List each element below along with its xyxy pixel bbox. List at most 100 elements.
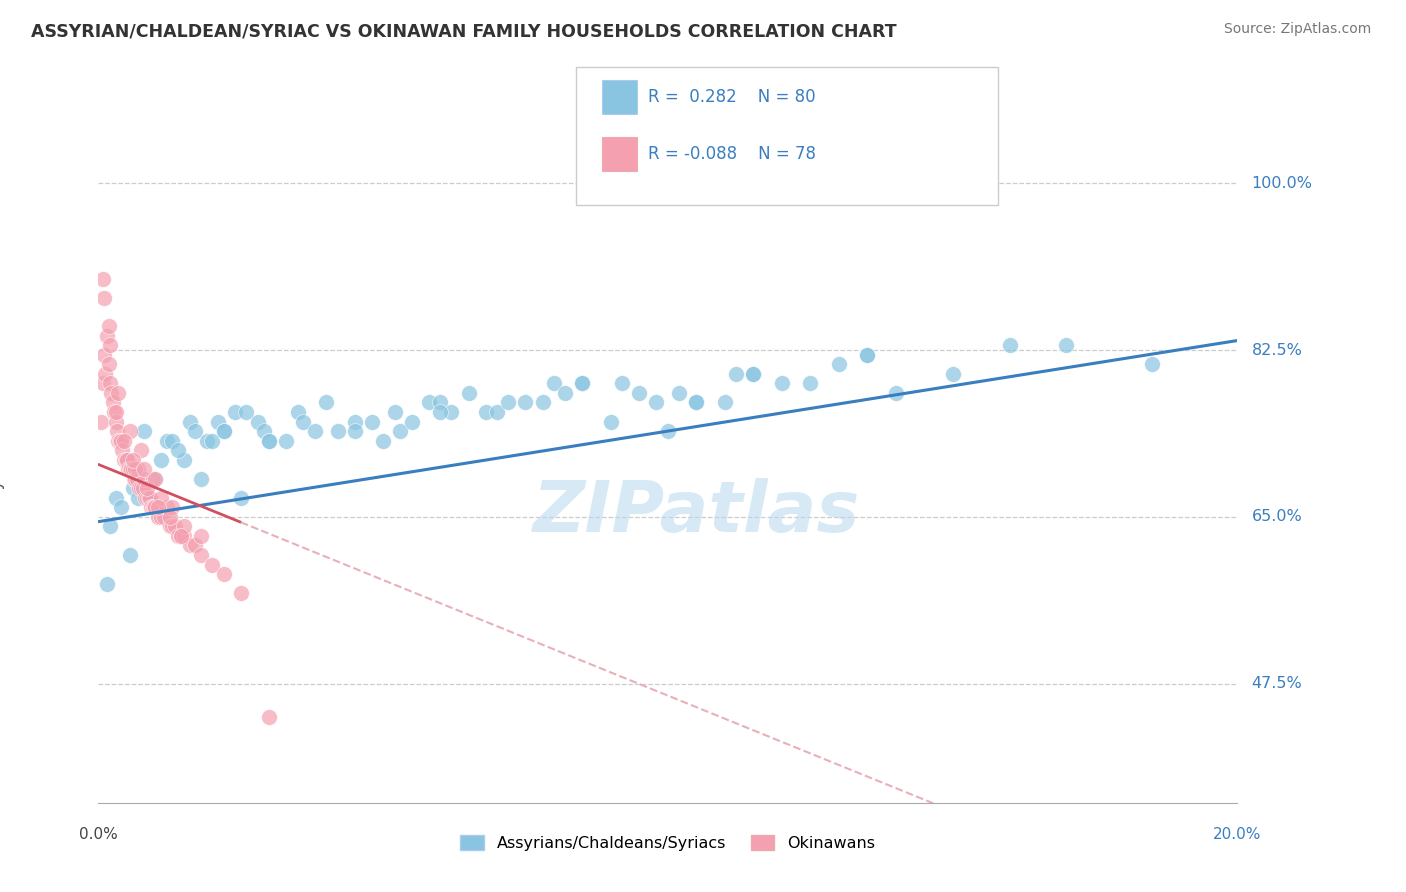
Point: [148, 500, 170, 515]
Point: [138, 491, 160, 505]
Point: [138, 491, 160, 505]
Point: [170, 529, 193, 543]
Point: [799, 376, 821, 391]
Point: [132, 481, 155, 495]
Point: [856, 348, 879, 362]
Point: [457, 386, 479, 401]
Point: [515, 395, 537, 409]
Legend: Assyrians/Chaldeans/Syriacs, Okinawans: Assyrians/Chaldeans/Syriacs, Okinawans: [454, 829, 882, 857]
Point: [600, 415, 623, 429]
Point: [121, 481, 143, 495]
Point: [429, 395, 451, 409]
Point: [184, 539, 207, 553]
Point: [159, 509, 181, 524]
Point: [105, 424, 128, 438]
Point: [531, 395, 554, 409]
Point: [93, 348, 115, 362]
Point: [114, 452, 136, 467]
Text: ZIPatlas: ZIPatlas: [533, 477, 860, 547]
Point: [129, 443, 152, 458]
Point: [287, 405, 309, 419]
Point: [98, 338, 121, 352]
Point: [714, 395, 737, 409]
Point: [141, 472, 163, 486]
Point: [112, 434, 135, 448]
Point: [124, 462, 146, 476]
Point: [856, 348, 879, 362]
Point: [170, 529, 193, 543]
Point: [97, 319, 120, 334]
Point: [190, 472, 212, 486]
Point: [121, 452, 143, 467]
Point: [120, 462, 142, 476]
Text: 47.5%: 47.5%: [1251, 676, 1302, 691]
Point: [184, 424, 207, 438]
Point: [571, 376, 593, 391]
Text: 20.0%: 20.0%: [1213, 827, 1261, 842]
Point: [212, 424, 235, 438]
Point: [101, 395, 124, 409]
Point: [179, 415, 201, 429]
Point: [100, 386, 122, 401]
Point: [246, 415, 269, 429]
Point: [121, 462, 143, 476]
Point: [138, 491, 160, 505]
Point: [115, 452, 138, 467]
Point: [292, 415, 315, 429]
Point: [668, 386, 690, 401]
Point: [135, 481, 157, 495]
Point: [207, 415, 229, 429]
Point: [150, 491, 173, 505]
Point: [132, 472, 155, 486]
Text: 100.0%: 100.0%: [1251, 176, 1313, 191]
Point: [91, 376, 114, 391]
Point: [98, 376, 121, 391]
Point: [107, 434, 129, 448]
Point: [657, 424, 679, 438]
Point: [108, 434, 131, 448]
Point: [259, 434, 281, 448]
Point: [201, 558, 224, 572]
Text: 0.0%: 0.0%: [79, 827, 118, 842]
Point: [828, 357, 851, 371]
Point: [153, 509, 176, 524]
Point: [725, 367, 748, 381]
Point: [276, 434, 298, 448]
Point: [118, 462, 141, 476]
Point: [148, 509, 170, 524]
Text: R = -0.088    N = 78: R = -0.088 N = 78: [648, 145, 815, 163]
Point: [440, 405, 463, 419]
Point: [162, 500, 184, 515]
Point: [224, 405, 246, 419]
Point: [139, 500, 162, 515]
Point: [742, 367, 765, 381]
Point: [97, 357, 120, 371]
Point: [554, 386, 576, 401]
Point: [942, 367, 965, 381]
Point: [134, 491, 156, 505]
Text: Source: ZipAtlas.com: Source: ZipAtlas.com: [1223, 22, 1371, 37]
Point: [135, 491, 157, 505]
Point: [179, 539, 201, 553]
Point: [645, 395, 668, 409]
Point: [343, 415, 366, 429]
Text: 65.0%: 65.0%: [1251, 509, 1302, 524]
Point: [201, 434, 224, 448]
Point: [104, 491, 127, 505]
Point: [156, 434, 179, 448]
Point: [162, 519, 184, 533]
Point: [498, 395, 520, 409]
Point: [212, 567, 235, 582]
Point: [145, 472, 167, 486]
Point: [543, 376, 565, 391]
Text: Family Households: Family Households: [0, 377, 6, 533]
Point: [112, 452, 135, 467]
Text: 82.5%: 82.5%: [1251, 343, 1302, 358]
Point: [150, 452, 173, 467]
Point: [115, 452, 138, 467]
Point: [173, 452, 195, 467]
Point: [128, 481, 150, 495]
Point: [474, 405, 496, 419]
Point: [111, 443, 134, 458]
Point: [96, 328, 118, 343]
